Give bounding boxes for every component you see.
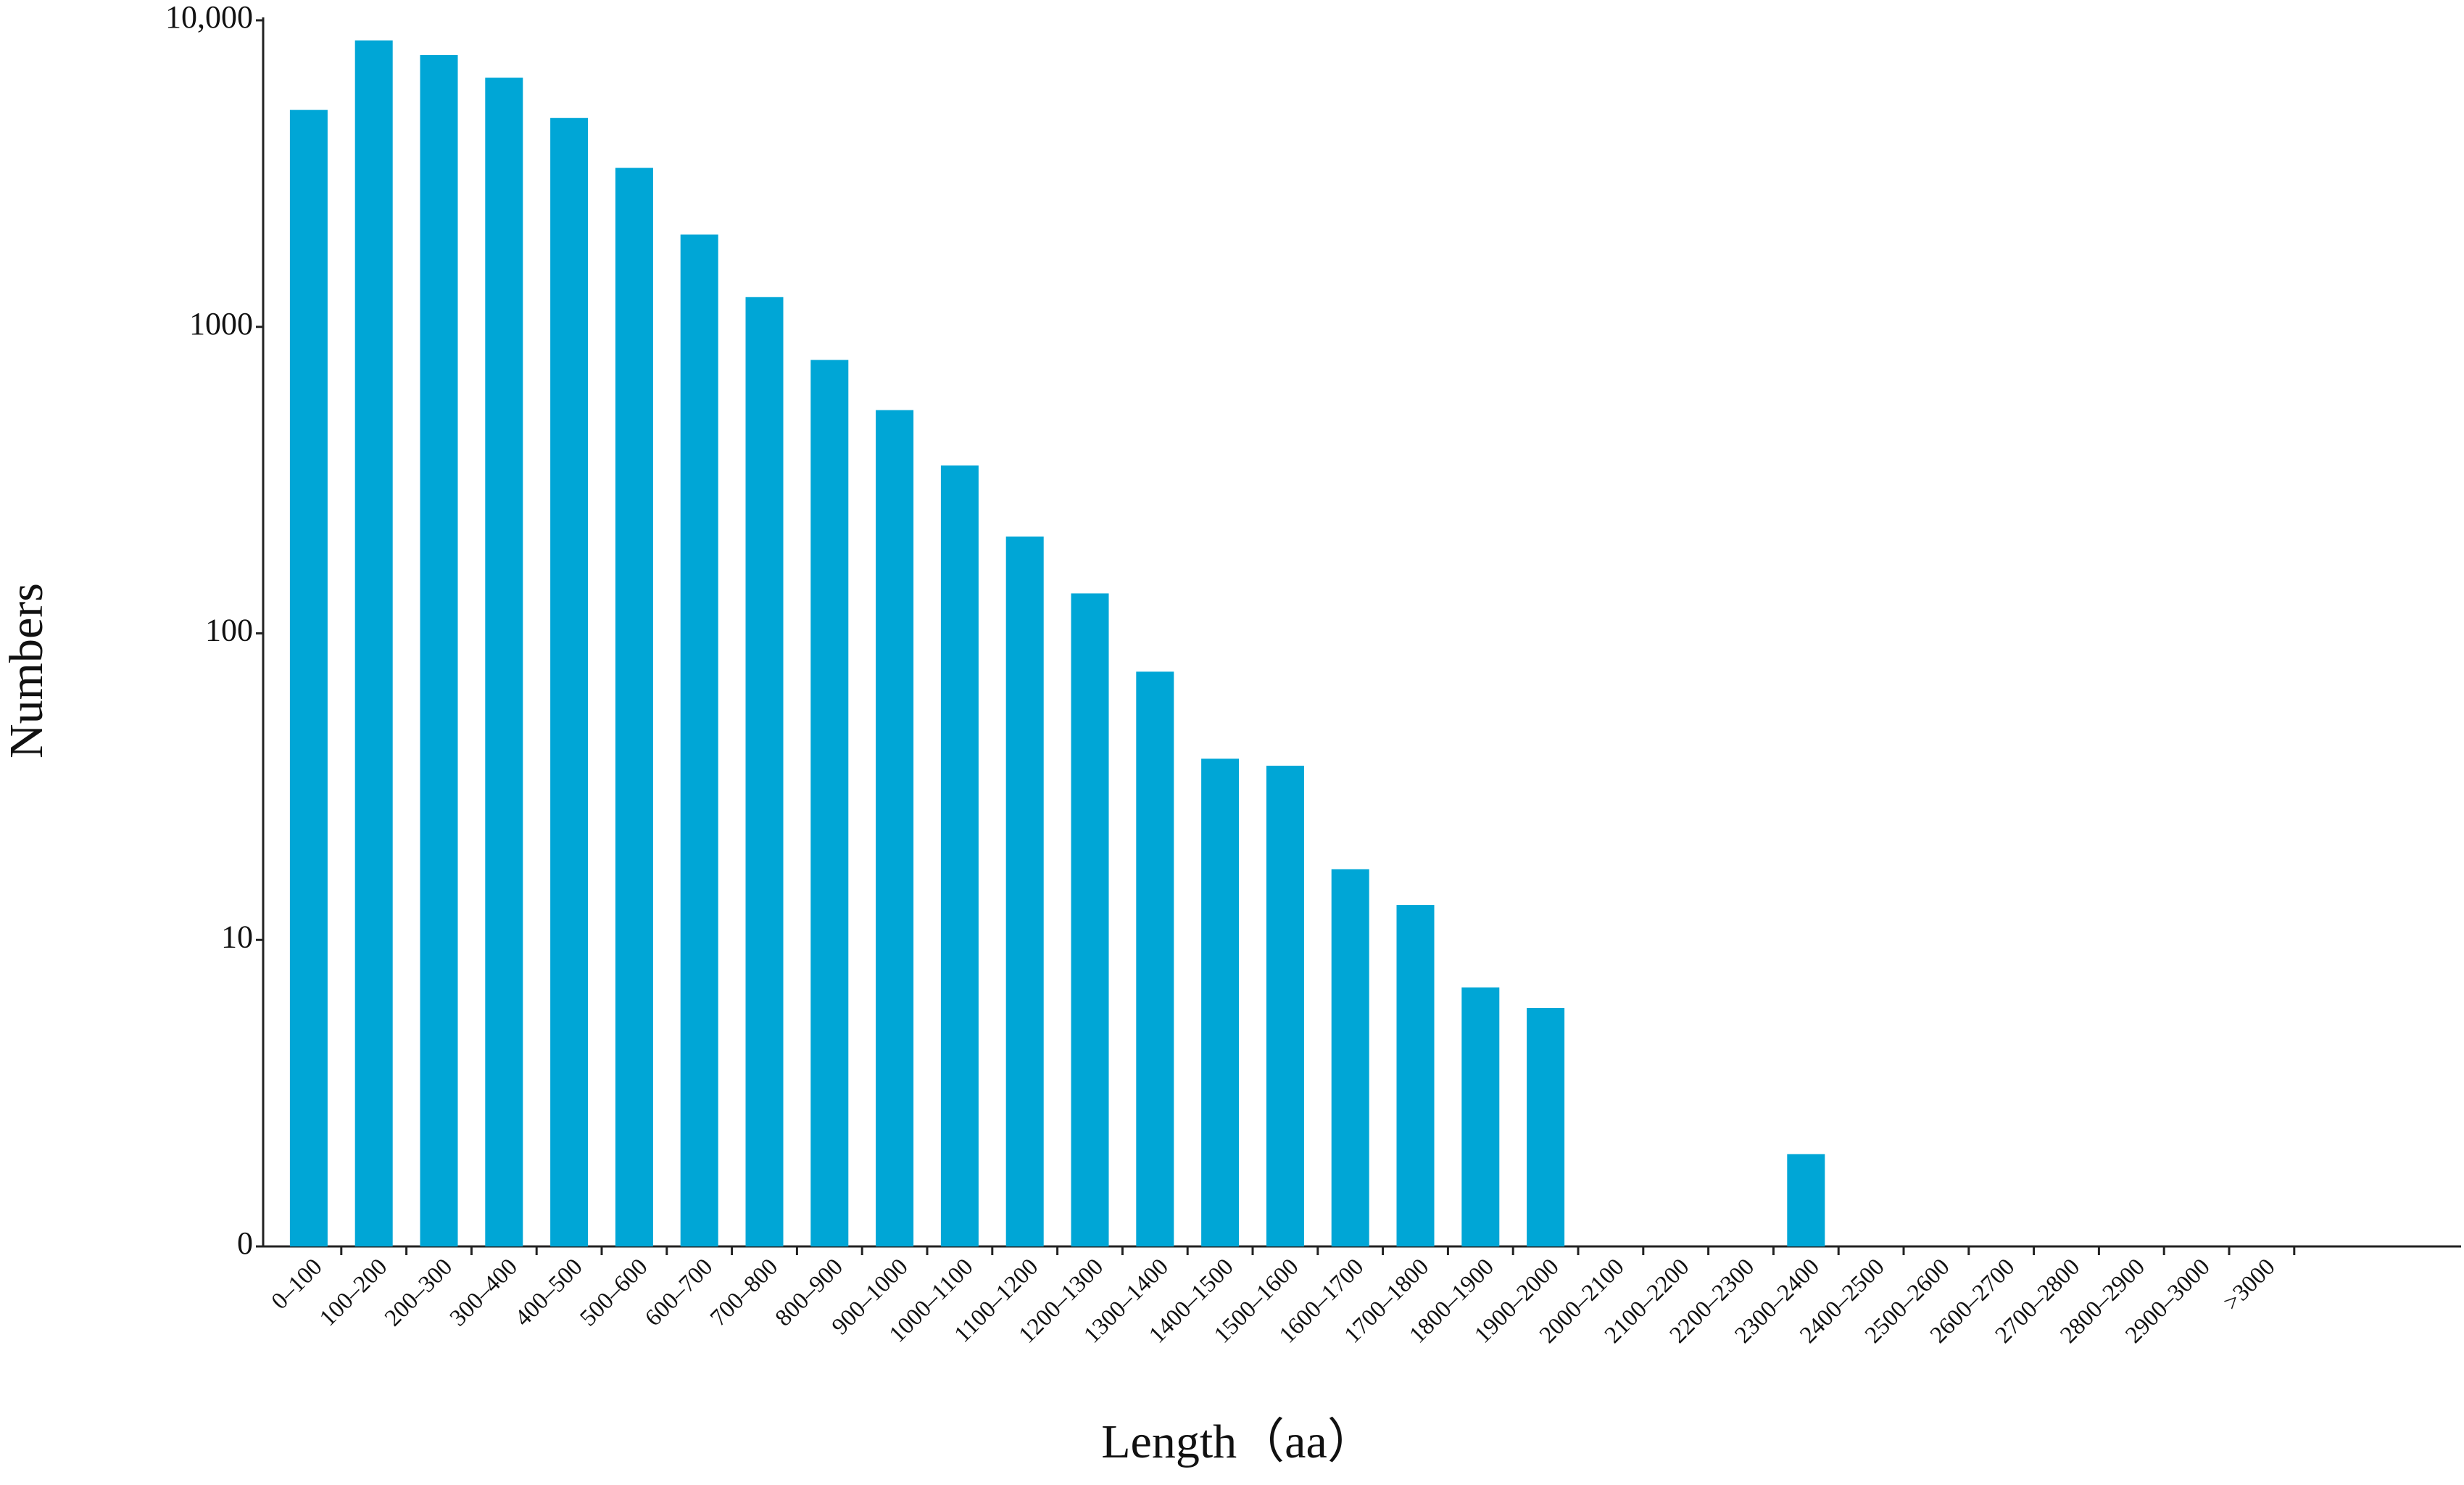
- y-tick-label: 10,000: [165, 0, 253, 35]
- bar: [810, 360, 849, 1247]
- bar: [1266, 766, 1304, 1246]
- bar: [1201, 758, 1240, 1246]
- bar: [1071, 593, 1109, 1246]
- bar: [615, 167, 653, 1247]
- bar: [1331, 869, 1369, 1246]
- bar: [876, 410, 914, 1247]
- y-tick-label: 100: [205, 613, 253, 648]
- bar: [485, 78, 523, 1247]
- x-tick-label: 400–500: [510, 1254, 588, 1331]
- bar: [1136, 671, 1174, 1246]
- x-tick-label: 0–100: [267, 1254, 328, 1315]
- bar: [1461, 987, 1500, 1246]
- x-tick-label: 700–800: [705, 1254, 783, 1331]
- x-tick-label: 600–700: [640, 1254, 718, 1331]
- bar: [550, 117, 589, 1247]
- x-tick-label: 200–300: [380, 1254, 457, 1331]
- x-tick-label: >3000: [2218, 1254, 2280, 1315]
- x-tick-label: 300–400: [445, 1254, 523, 1331]
- y-tick-label: 0: [237, 1225, 253, 1261]
- bar: [940, 465, 979, 1246]
- bar: [680, 234, 718, 1247]
- y-axis-title: Numbers: [0, 583, 53, 758]
- bar: [420, 54, 458, 1246]
- bar: [1005, 536, 1044, 1246]
- bar: [289, 109, 328, 1246]
- y-tick-label: 1000: [189, 306, 253, 342]
- bar: [354, 40, 393, 1246]
- bar: [1527, 1008, 1565, 1246]
- bar: [745, 297, 784, 1247]
- y-tick-label: 10: [221, 919, 253, 954]
- x-tick-label: 100–200: [315, 1254, 392, 1331]
- x-tick-label: 500–600: [575, 1254, 652, 1331]
- bar: [1787, 1154, 1825, 1246]
- bar: [1396, 905, 1435, 1246]
- x-axis-title: Length（aa）: [1101, 1415, 1375, 1468]
